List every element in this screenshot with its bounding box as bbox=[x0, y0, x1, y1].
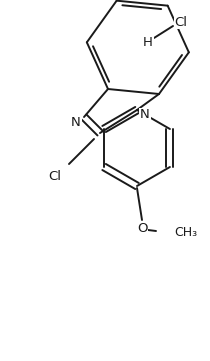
Text: CH₃: CH₃ bbox=[174, 226, 197, 239]
Text: N: N bbox=[71, 116, 81, 129]
Text: Cl: Cl bbox=[175, 16, 188, 29]
Text: Cl: Cl bbox=[49, 170, 62, 183]
Text: H: H bbox=[143, 35, 153, 48]
Text: N: N bbox=[140, 109, 150, 122]
Text: O: O bbox=[137, 222, 147, 235]
